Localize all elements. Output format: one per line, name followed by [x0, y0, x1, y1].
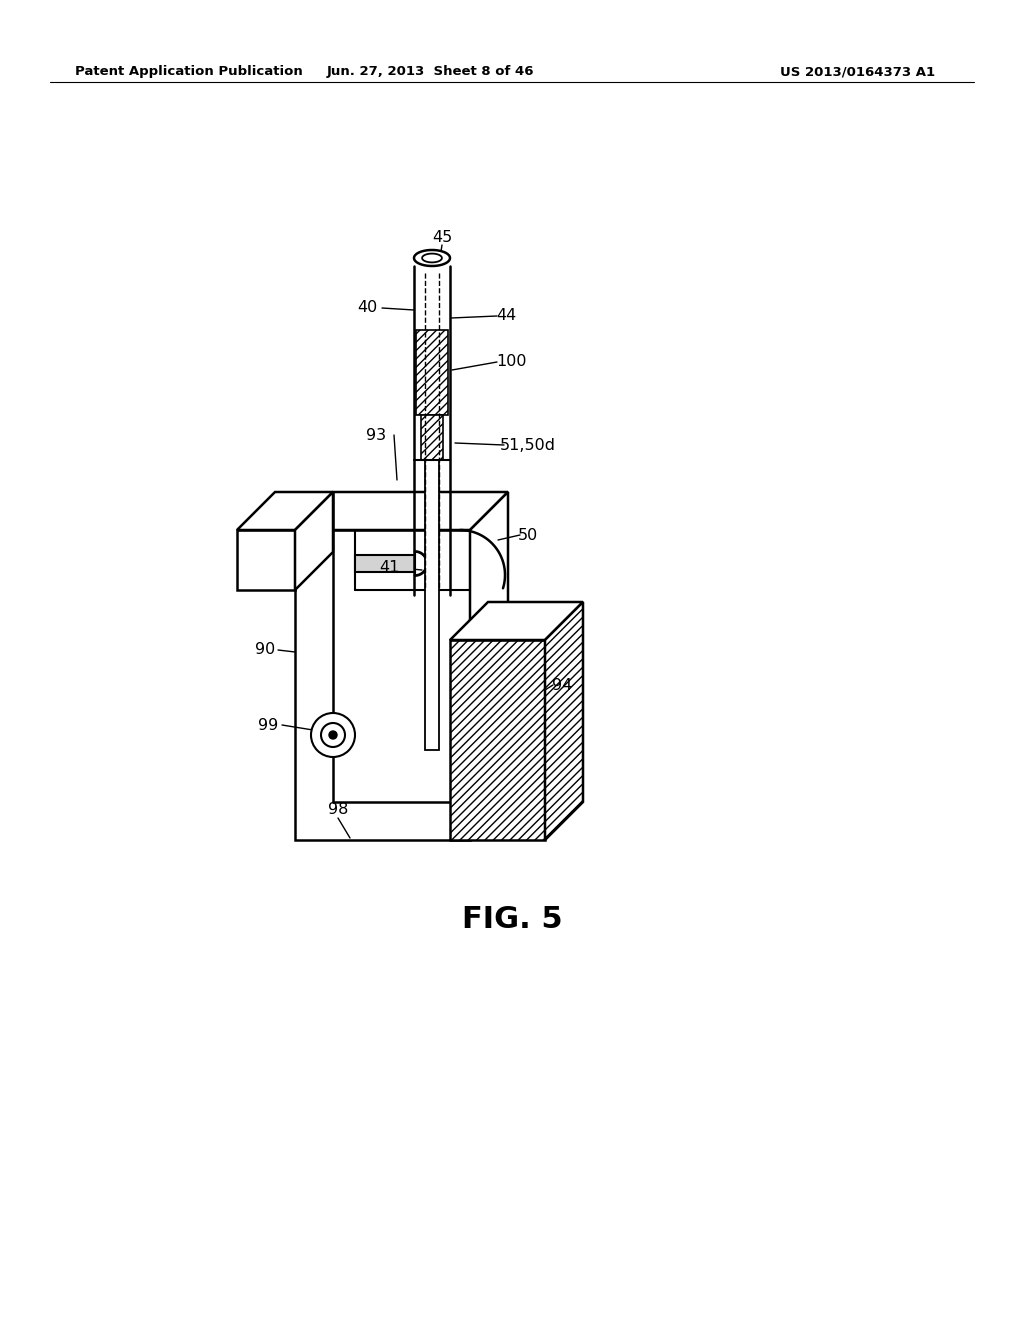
Text: 98: 98	[328, 803, 348, 817]
Text: 100: 100	[496, 355, 526, 370]
Polygon shape	[421, 414, 443, 459]
Text: FIG. 5: FIG. 5	[462, 906, 562, 935]
Text: US 2013/0164373 A1: US 2013/0164373 A1	[780, 66, 935, 78]
Text: 93: 93	[366, 428, 386, 442]
Polygon shape	[295, 492, 508, 531]
Polygon shape	[237, 492, 333, 531]
Text: Patent Application Publication: Patent Application Publication	[75, 66, 303, 78]
Polygon shape	[422, 253, 442, 263]
Circle shape	[329, 731, 337, 739]
Polygon shape	[545, 602, 583, 840]
Text: 90: 90	[255, 643, 275, 657]
Circle shape	[321, 723, 345, 747]
Text: 44: 44	[496, 309, 516, 323]
Polygon shape	[355, 554, 415, 572]
Text: 45: 45	[432, 231, 453, 246]
Polygon shape	[470, 492, 508, 840]
Text: 94: 94	[552, 677, 572, 693]
Text: 99: 99	[258, 718, 279, 733]
Polygon shape	[425, 459, 439, 750]
Polygon shape	[295, 531, 470, 840]
Polygon shape	[414, 249, 450, 267]
Polygon shape	[237, 531, 295, 590]
Text: 41: 41	[379, 561, 399, 576]
Polygon shape	[450, 602, 583, 640]
Circle shape	[311, 713, 355, 756]
Text: 51,50d: 51,50d	[500, 437, 556, 453]
Text: 40: 40	[357, 301, 377, 315]
Polygon shape	[450, 640, 545, 840]
Polygon shape	[416, 330, 449, 414]
Polygon shape	[295, 492, 333, 590]
Text: Jun. 27, 2013  Sheet 8 of 46: Jun. 27, 2013 Sheet 8 of 46	[327, 66, 534, 78]
Text: 50: 50	[518, 528, 539, 543]
